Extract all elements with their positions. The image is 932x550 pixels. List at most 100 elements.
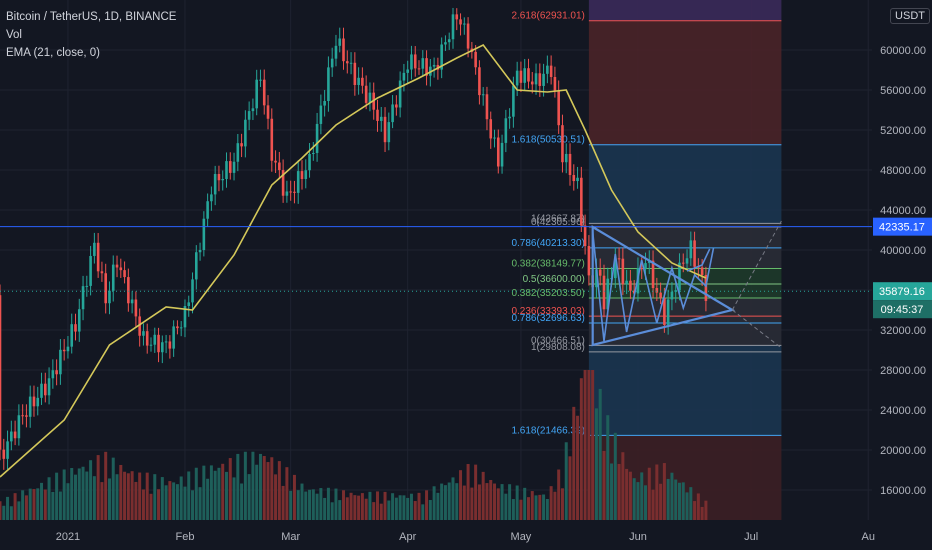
currency-selector[interactable]: USDT [890,8,930,24]
candle-body [474,51,477,68]
volume-bar [644,485,648,520]
candle-body [142,331,145,336]
candle-body [534,73,538,85]
candle-body [614,258,617,279]
volume-bar [0,501,2,520]
fib-zone [588,20,782,145]
candle-body [51,370,55,379]
volume-bar [153,474,157,520]
volume-bar [511,499,515,520]
volume-bar [304,491,308,520]
candle-body [595,269,598,288]
volume-bars [0,370,708,520]
candle-body [689,240,693,259]
volume-bar [357,495,361,520]
currency-label: USDT [895,10,925,22]
candle-body [463,23,466,25]
volume-bar [689,487,693,520]
candle-body [100,271,104,274]
candle-body [349,62,353,64]
candle-body [606,278,610,310]
candle-body [36,397,40,407]
volume-bar [138,472,142,520]
candle-body [644,263,647,270]
volume-bar [375,491,379,520]
volume-bar [545,498,549,520]
candle-countdown-badge-bg [873,300,932,319]
candle-body [674,290,678,292]
candles [0,7,708,470]
ema-indicator-label[interactable]: EMA (21, close, 0) [6,47,100,59]
candle-body [198,250,202,253]
volume-bar [111,457,115,520]
volume-bar [651,489,655,520]
volume-bar [17,501,21,520]
volume-bar [500,484,504,520]
candle-body [293,191,296,193]
volume-bar [693,501,697,520]
volume-bar [96,455,100,520]
volume-bar [232,477,236,520]
candle-body [530,81,534,85]
hline-price-badge: 42335.17 [879,222,925,234]
volume-bar [104,451,108,520]
volume-bar [636,482,640,520]
volume-bar [73,474,77,520]
candle-body [145,331,149,346]
volume-bar [493,483,497,520]
candle-body [504,118,508,143]
candle-body [557,90,560,126]
candle-body [183,306,187,328]
candle-body [451,14,455,40]
fib-level-label: 0.786(40213.30) [511,238,584,249]
candle-body [640,268,644,270]
fib-level-label: 1.618(21466.39) [511,425,584,436]
candle-body [17,415,21,439]
candle-body [32,396,36,407]
candle-body [81,286,85,310]
price-tick-label: 28000.00 [880,365,926,377]
volume-bar [289,490,293,520]
candle-body [25,415,28,417]
candle-body [334,45,338,59]
candle-body [157,334,160,353]
candle-body [576,177,579,182]
volume-bar [677,482,681,520]
candle-body [602,275,606,310]
candle-body [93,242,96,256]
volume-bar [364,498,368,520]
chart-legend: Bitcoin / TetherUS, 1D, BINANCE Vol EMA … [6,8,176,62]
volume-bar [24,495,28,520]
fib-level-label: 0.382(38149.77) [511,259,584,270]
candle-body [259,79,262,81]
candle-body [685,258,689,264]
volume-bar [617,463,621,520]
candle-body [406,69,409,73]
candle-body [432,64,436,67]
volume-indicator-label[interactable]: Vol [6,29,22,41]
candle-body [342,38,345,62]
candle-body [379,116,383,121]
symbol-title[interactable]: Bitcoin / TetherUS, 1D, BINANCE [6,11,177,23]
volume-bar [583,370,587,520]
volume-bar [338,500,342,520]
candle-body [327,67,330,102]
volume-bar [602,450,606,520]
volume-bar [610,463,614,520]
candle-body [508,116,511,119]
volume-bar [51,491,55,520]
volume-bar [564,442,568,520]
candle-body [659,292,662,298]
volume-bar [300,483,304,520]
candle-body [168,341,172,349]
candle-body [108,290,111,304]
volume-bar [443,485,447,520]
volume-bar [228,458,232,520]
price-tick-label: 24000.00 [880,405,926,417]
volume-bar [542,494,546,520]
volume-bar [47,477,51,520]
candle-body [21,415,24,417]
candle-body [289,191,292,193]
candle-body [546,65,549,74]
